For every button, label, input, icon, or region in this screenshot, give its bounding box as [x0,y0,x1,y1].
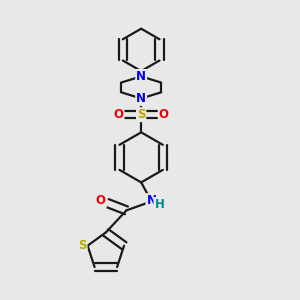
Text: O: O [113,108,124,121]
Text: N: N [136,92,146,105]
Text: O: O [159,108,169,121]
Text: H: H [154,198,164,211]
Text: O: O [96,194,106,207]
Text: N: N [146,194,157,207]
Text: S: S [137,108,146,121]
Text: S: S [78,239,87,252]
Text: N: N [136,70,146,83]
